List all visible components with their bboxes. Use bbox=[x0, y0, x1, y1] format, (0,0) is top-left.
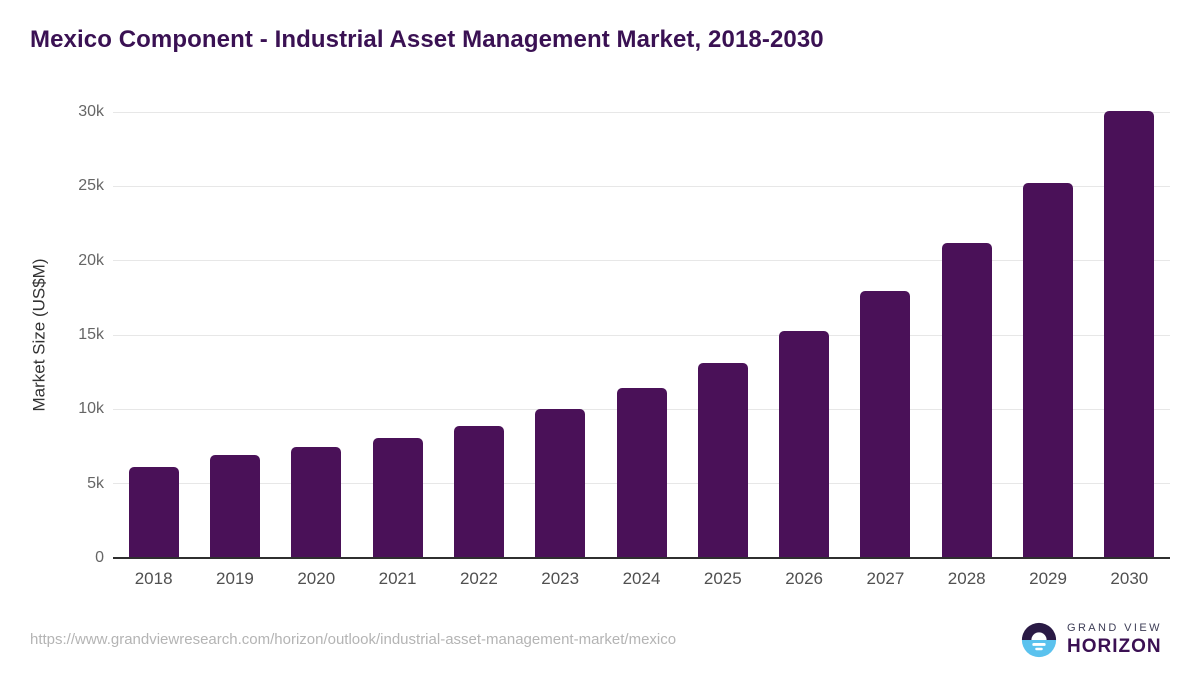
grandview-horizon-logo: GRAND VIEW HORIZON bbox=[1020, 621, 1162, 659]
bar-2030 bbox=[1104, 111, 1155, 558]
bar-2022 bbox=[453, 425, 504, 558]
y-tick-label-25k: 25k bbox=[78, 177, 104, 195]
y-tick-label-20k: 20k bbox=[78, 251, 104, 269]
bar-2019 bbox=[209, 455, 260, 558]
x-tick-label-2026: 2026 bbox=[785, 569, 824, 588]
x-axis-tick-labels: 2018 2019 2020 2021 2022 2023 2024 2025 2026 2027… bbox=[113, 569, 1170, 593]
horizon-sun-icon bbox=[1021, 622, 1057, 658]
y-axis-tick-labels: 0 5k 10k 15k 20k 25k 30k bbox=[0, 103, 104, 566]
y-tick-label-5k: 5k bbox=[87, 474, 104, 492]
bar-2021 bbox=[372, 437, 423, 558]
x-tick-label-2021: 2021 bbox=[378, 569, 417, 588]
y-tick-label-15k: 15k bbox=[78, 326, 104, 343]
chart-title: Mexico Component - Industrial Asset Mana… bbox=[30, 26, 824, 53]
bar-2020 bbox=[291, 447, 342, 558]
x-tick-label-2025: 2025 bbox=[703, 569, 742, 588]
x-tick-label-2023: 2023 bbox=[541, 569, 580, 588]
gridline-15k bbox=[113, 334, 1170, 336]
x-tick-label-2030: 2030 bbox=[1110, 569, 1149, 588]
bar-2024 bbox=[616, 387, 667, 558]
bar-2029 bbox=[1023, 183, 1074, 558]
bar-2025 bbox=[697, 362, 748, 558]
bar-2023 bbox=[535, 409, 586, 558]
logo-text: GRAND VIEW HORIZON bbox=[1067, 622, 1162, 658]
bar-2018 bbox=[128, 467, 179, 558]
x-tick-label-2029: 2029 bbox=[1029, 569, 1067, 588]
x-tick-label-2022: 2022 bbox=[459, 569, 498, 588]
x-axis-line bbox=[113, 557, 1170, 559]
gridline-20k bbox=[113, 260, 1170, 262]
source-url: https://www.grandviewresearch.com/horizo… bbox=[30, 631, 677, 648]
logo-horizon-label: HORIZON bbox=[1067, 636, 1162, 657]
plot-area bbox=[113, 111, 1170, 558]
bar-2027 bbox=[860, 291, 911, 558]
gridline-25k bbox=[113, 185, 1170, 187]
gridline-30k bbox=[113, 111, 1170, 113]
bar-2028 bbox=[941, 242, 992, 558]
x-tick-label-2024: 2024 bbox=[622, 569, 661, 588]
x-tick-label-2027: 2027 bbox=[866, 569, 905, 588]
x-tick-label-2019: 2019 bbox=[216, 569, 254, 588]
x-tick-label-2028: 2028 bbox=[947, 569, 986, 588]
y-tick-label-0: 0 bbox=[95, 549, 104, 566]
x-tick-label-2020: 2020 bbox=[297, 569, 336, 588]
y-tick-label-30k: 30k bbox=[78, 103, 104, 120]
x-tick-label-2018: 2018 bbox=[134, 569, 173, 588]
bar-2026 bbox=[779, 330, 830, 558]
y-tick-label-10k: 10k bbox=[78, 400, 104, 418]
logo-grand-view-label: GRAND VIEW bbox=[1067, 622, 1162, 634]
